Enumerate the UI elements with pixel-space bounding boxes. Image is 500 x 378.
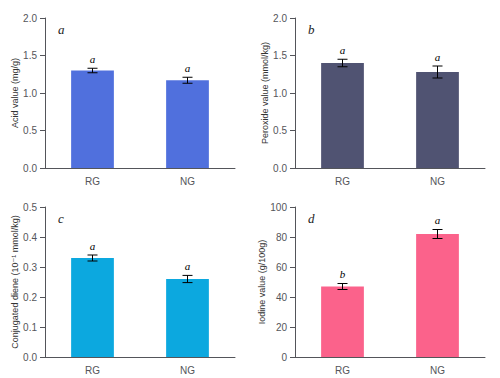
- svg-text:40: 40: [276, 292, 288, 303]
- svg-text:b: b: [308, 22, 315, 37]
- svg-text:2.0: 2.0: [23, 13, 37, 24]
- svg-text:RG: RG: [85, 365, 100, 376]
- svg-text:RG: RG: [335, 176, 350, 187]
- svg-text:NG: NG: [430, 365, 445, 376]
- svg-text:20: 20: [276, 322, 288, 333]
- svg-text:1.0: 1.0: [23, 88, 37, 99]
- svg-text:a: a: [435, 214, 441, 226]
- svg-text:a: a: [90, 240, 96, 252]
- svg-text:a: a: [90, 53, 96, 65]
- svg-text:d: d: [308, 211, 315, 226]
- svg-text:RG: RG: [335, 365, 350, 376]
- svg-text:1.5: 1.5: [273, 50, 287, 61]
- svg-text:b: b: [340, 268, 346, 280]
- svg-text:a: a: [185, 62, 191, 74]
- svg-text:a: a: [185, 260, 191, 272]
- svg-text:0.0: 0.0: [23, 163, 37, 174]
- svg-text:80: 80: [276, 232, 288, 243]
- svg-text:Peroxide value (mmol/kg): Peroxide value (mmol/kg): [260, 42, 270, 144]
- svg-text:a: a: [58, 22, 65, 37]
- svg-text:1.5: 1.5: [23, 50, 37, 61]
- svg-text:2.0: 2.0: [273, 13, 287, 24]
- svg-text:0.4: 0.4: [23, 232, 37, 243]
- svg-text:0: 0: [281, 352, 287, 363]
- svg-text:60: 60: [276, 262, 288, 273]
- svg-text:0.5: 0.5: [273, 125, 287, 136]
- svg-text:c: c: [58, 211, 64, 226]
- svg-text:0.0: 0.0: [23, 352, 37, 363]
- svg-text:RG: RG: [85, 176, 100, 187]
- svg-text:Acid value (mg/g): Acid value (mg/g): [10, 58, 20, 128]
- svg-text:NG: NG: [180, 365, 195, 376]
- svg-text:Conjugated diene (10⁻¹ mmol/kg: Conjugated diene (10⁻¹ mmol/kg): [10, 215, 20, 348]
- svg-text:a: a: [340, 44, 346, 56]
- svg-text:NG: NG: [430, 176, 445, 187]
- svg-text:0.0: 0.0: [273, 163, 287, 174]
- svg-text:0.5: 0.5: [23, 202, 37, 213]
- svg-text:0.2: 0.2: [23, 292, 37, 303]
- svg-text:0.5: 0.5: [23, 125, 37, 136]
- svg-text:0.3: 0.3: [23, 262, 37, 273]
- svg-text:NG: NG: [180, 176, 195, 187]
- svg-text:a: a: [435, 51, 441, 63]
- svg-text:Iodine value (g/100g): Iodine value (g/100g): [257, 240, 267, 325]
- svg-text:1.0: 1.0: [273, 88, 287, 99]
- svg-text:100: 100: [270, 202, 287, 213]
- svg-text:0.1: 0.1: [23, 322, 37, 333]
